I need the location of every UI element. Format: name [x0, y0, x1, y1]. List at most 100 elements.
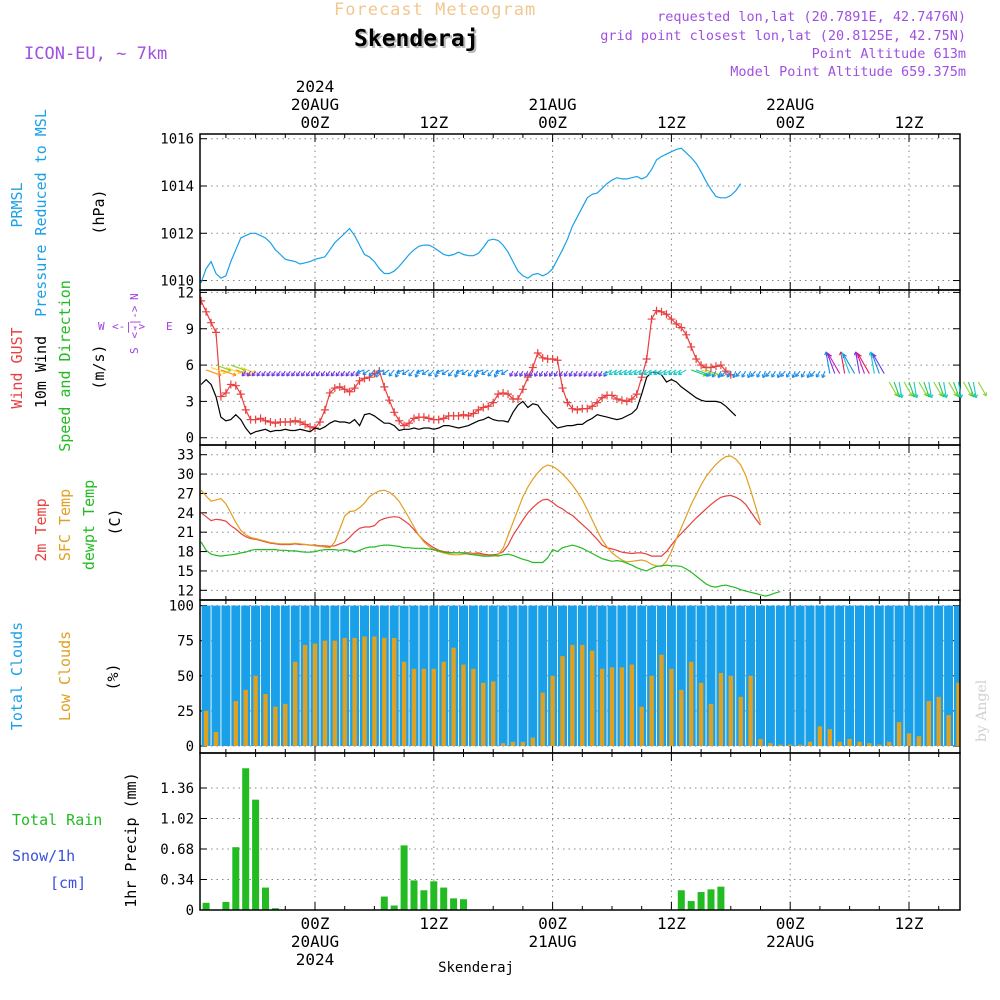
compass-arrows-vertical: <-|->	[128, 305, 141, 338]
wind-arrow-head	[668, 371, 673, 376]
legend-pressure-msl: Pressure Reduced to MSL	[32, 109, 50, 317]
low-clouds-bar	[867, 743, 872, 746]
wind-arrow-head	[741, 373, 746, 378]
gust-marker	[216, 392, 225, 401]
panel-2: 0 3 6 9 12	[177, 285, 961, 447]
wind-arrow-head	[382, 371, 387, 376]
low-clouds-bar	[302, 644, 308, 746]
wind-arrow	[376, 369, 385, 374]
wind-arrow-head	[435, 369, 440, 374]
rain-bar	[410, 880, 418, 910]
wind-arrow-head	[913, 394, 919, 399]
wind-arrow	[416, 369, 425, 374]
compass-w: W	[98, 320, 105, 333]
total-clouds-bar	[488, 605, 498, 746]
wind-arrow	[815, 370, 821, 378]
y-label-pressure: (hPa)	[90, 189, 108, 234]
low-clouds-bar	[748, 675, 753, 746]
wind-arrow	[786, 370, 791, 378]
wind-arrow-head	[628, 371, 633, 376]
low-clouds-bar	[926, 701, 931, 746]
wind-arrow-head	[251, 372, 256, 377]
rain-bar	[252, 799, 260, 910]
low-clouds-bar	[362, 636, 367, 746]
wind-arrow-head	[638, 371, 643, 376]
requested-coordinates: requested lon,lat (20.7891E, 42.7476N)	[657, 9, 966, 25]
bottom-time-label: 21AUG	[529, 932, 577, 951]
wind-arrow-head	[618, 371, 623, 376]
total-clouds-bar	[924, 605, 934, 746]
wind-arrow-head	[475, 369, 480, 374]
wind-arrow	[467, 369, 474, 377]
wind-arrow	[240, 366, 256, 374]
gust-marker	[662, 310, 671, 319]
gust-marker	[271, 419, 280, 428]
panel-5: 0 0.34 0.68 1.02 1.36	[160, 752, 961, 919]
total-clouds-bar	[845, 605, 855, 746]
total-clouds-bar	[736, 605, 746, 746]
wind-arrow-head	[899, 394, 904, 399]
wind-arrow-head	[495, 369, 500, 374]
rain-bar	[687, 901, 695, 910]
low-clouds-bar	[778, 744, 783, 746]
wind-arrow-head	[414, 373, 419, 378]
wind-arrow-head	[320, 372, 325, 377]
series-line-dewpt-temp	[200, 541, 781, 597]
total-clouds-bar	[528, 605, 538, 746]
low-clouds-bar	[698, 682, 704, 746]
wind-arrow-head	[362, 371, 367, 376]
y-tick-label: 1016	[160, 132, 194, 148]
wind-arrow-head	[780, 372, 785, 378]
gust-marker	[380, 382, 389, 391]
wind-arrow	[977, 381, 987, 397]
wind-arrow-head	[408, 372, 413, 377]
wind-arrow	[613, 369, 623, 375]
gust-marker	[385, 396, 394, 405]
wind-arrow-head	[776, 374, 782, 379]
wind-arrow	[658, 369, 667, 375]
wind-arrow	[720, 370, 727, 377]
gust-marker	[652, 306, 661, 315]
low-clouds-bar	[659, 654, 664, 746]
wind-arrow	[220, 369, 237, 376]
wind-arrow-head	[306, 372, 311, 377]
wind-arrow	[402, 369, 410, 375]
gust-marker	[573, 405, 582, 414]
y-tick-label: 1014	[160, 179, 194, 195]
y-label-wind: (m/s)	[90, 344, 108, 389]
wind-arrow-head	[643, 371, 648, 376]
wind-arrow-head	[815, 373, 820, 378]
wind-arrow-head	[857, 354, 862, 359]
wind-arrow-head	[415, 369, 420, 374]
wind-arrow-head	[791, 374, 796, 379]
low-clouds-bar	[817, 726, 823, 746]
wind-arrow-head	[524, 372, 529, 377]
gust-marker	[320, 405, 329, 414]
wind-arrow-head	[842, 354, 847, 359]
wind-arrow	[705, 369, 722, 376]
gust-marker	[568, 404, 577, 413]
rain-bar	[271, 908, 279, 910]
wind-arrow-head	[928, 394, 934, 399]
total-clouds-bar	[825, 605, 835, 746]
wind-arrow	[454, 369, 460, 378]
wind-arrows	[205, 351, 987, 399]
low-clouds-bar	[481, 682, 486, 746]
gust-marker	[692, 355, 701, 364]
legend-dewpt-temp: dewpt Temp	[80, 480, 98, 570]
total-clouds-bar	[805, 605, 815, 746]
wind-arrow	[750, 370, 756, 377]
y-tick-label: 1.02	[160, 811, 194, 827]
low-clouds-bar	[382, 637, 387, 746]
low-clouds-bar	[728, 675, 733, 746]
gust-marker	[504, 390, 513, 399]
location-title: Skenderaj	[354, 26, 479, 52]
legend-snow: Snow/1h	[12, 847, 75, 865]
wind-arrow-head	[663, 371, 668, 376]
wind-arrow	[843, 354, 856, 374]
y-tick-label: 30	[177, 467, 194, 483]
wind-arrow	[653, 369, 662, 375]
wind-arrow-head	[633, 371, 638, 376]
wind-arrow-head	[598, 372, 603, 377]
low-clouds-bar	[857, 741, 862, 746]
